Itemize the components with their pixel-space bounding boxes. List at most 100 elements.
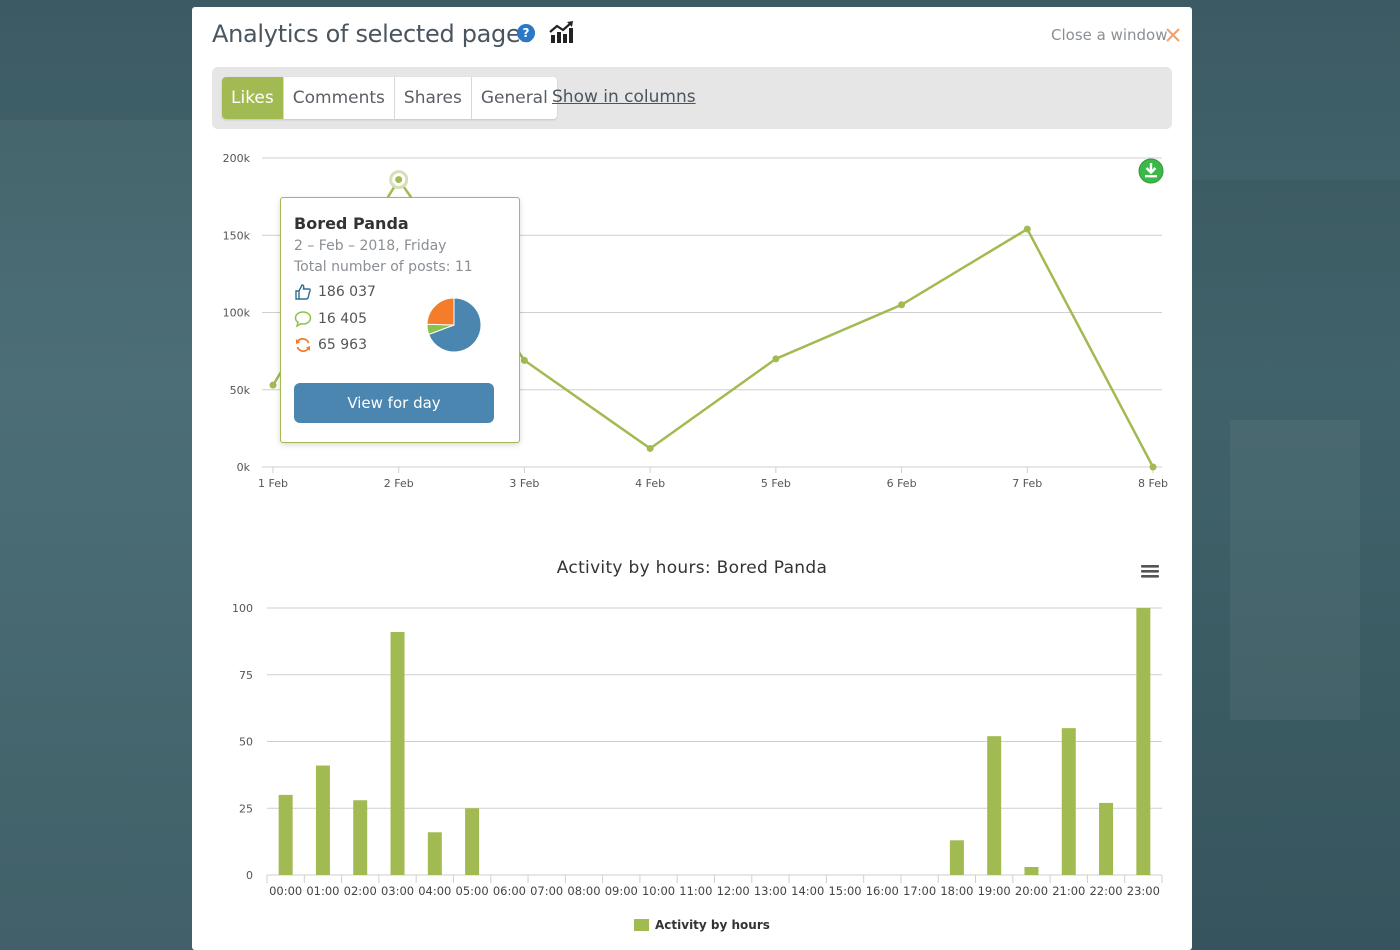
x-tick-label: 12:00	[717, 884, 750, 898]
x-tick-label: 15:00	[828, 884, 861, 898]
y-tick-label: 50k	[230, 384, 251, 397]
data-point	[1149, 463, 1157, 471]
x-tick-label: 16:00	[866, 884, 899, 898]
metric-tabs: Likes Comments Shares General	[222, 77, 557, 119]
x-tick-label: 17:00	[903, 884, 936, 898]
x-tick-label: 3 Feb	[509, 477, 539, 490]
activity-bar	[465, 808, 480, 875]
modal-title: Analytics of selected pages	[212, 20, 533, 48]
x-tick-label: 04:00	[418, 884, 451, 898]
hamburger-menu-icon[interactable]	[1140, 563, 1160, 579]
backdrop-panel	[1192, 180, 1400, 950]
x-tick-label: 20:00	[1015, 884, 1048, 898]
tooltip-comments-value: 16 405	[318, 311, 367, 327]
speech-bubble-icon	[294, 311, 312, 328]
backdrop-panel	[0, 120, 192, 950]
data-point	[1023, 225, 1031, 233]
x-tick-label: 5 Feb	[761, 477, 791, 490]
data-point	[646, 444, 654, 452]
x-tick-label: 14:00	[791, 884, 824, 898]
activity-bar	[278, 794, 293, 875]
x-tick-label: 06:00	[493, 884, 526, 898]
y-tick-label: 50	[239, 736, 253, 749]
day-tooltip: Bored Panda 2 – Feb – 2018, Friday Total…	[280, 197, 520, 443]
bar-chart-legend[interactable]: Activity by hours	[634, 918, 770, 932]
x-tick-label: 1 Feb	[258, 477, 288, 490]
activity-bar	[353, 800, 368, 875]
y-tick-label: 0k	[237, 461, 251, 474]
tab-shares[interactable]: Shares	[395, 77, 472, 119]
data-point	[772, 355, 780, 363]
x-tick-label: 6 Feb	[887, 477, 917, 490]
tooltip-date: 2 – Feb – 2018, Friday	[294, 238, 447, 254]
x-tick-label: 00:00	[269, 884, 302, 898]
tooltip-shares-value: 65 963	[318, 337, 367, 353]
tooltip-pie-chart	[426, 297, 482, 353]
x-tick-label: 03:00	[381, 884, 414, 898]
download-icon[interactable]	[1138, 158, 1164, 184]
x-tick-label: 18:00	[940, 884, 973, 898]
trend-chart-icon[interactable]	[549, 20, 575, 44]
activity-bar	[1099, 802, 1114, 875]
y-tick-label: 100	[232, 602, 253, 615]
x-tick-label: 07:00	[530, 884, 563, 898]
x-tick-label: 4 Feb	[635, 477, 665, 490]
activity-bar	[315, 765, 330, 875]
x-tick-label: 13:00	[754, 884, 787, 898]
activity-bar	[1136, 608, 1151, 875]
activity-bar-chart: 0 25 50 75 100 00:00 01:00 02:00 03:00 04:00 05:00…	[232, 602, 1163, 898]
y-tick-label: 150k	[223, 229, 251, 242]
data-point	[269, 381, 277, 389]
x-tick-label: 11:00	[679, 884, 712, 898]
y-tick-label: 100k	[223, 307, 251, 320]
x-tick-label: 02:00	[344, 884, 377, 898]
y-tick-label: 25	[239, 802, 253, 815]
tab-likes[interactable]: Likes	[222, 77, 284, 119]
data-point	[520, 356, 528, 364]
pie-slice	[426, 297, 455, 326]
x-tick-label: 22:00	[1089, 884, 1122, 898]
x-tick-label: 8 Feb	[1138, 477, 1168, 490]
close-x-icon[interactable]	[1165, 27, 1181, 43]
tab-comments[interactable]: Comments	[284, 77, 395, 119]
tooltip-page-name: Bored Panda	[294, 214, 409, 233]
tooltip-comments-row: 16 405	[294, 310, 367, 328]
x-tick-label: 19:00	[978, 884, 1011, 898]
x-tick-label: 7 Feb	[1012, 477, 1042, 490]
legend-swatch	[634, 919, 649, 931]
bar-chart-title: Activity by hours: Bored Panda	[556, 558, 828, 578]
x-tick-label: 23:00	[1127, 884, 1160, 898]
question-circle-icon[interactable]: ?	[517, 24, 535, 42]
analytics-modal: Analytics of selected pages ? Close a wi…	[192, 7, 1192, 950]
activity-bar	[390, 632, 405, 875]
activity-bar	[1061, 728, 1076, 875]
x-tick-label: 10:00	[642, 884, 675, 898]
y-tick-label: 0	[246, 869, 253, 882]
x-tick-label: 21:00	[1052, 884, 1085, 898]
view-for-day-button[interactable]: View for day	[294, 383, 494, 423]
pie-slice	[428, 297, 482, 353]
activity-bar	[987, 736, 1002, 875]
thumbs-up-icon	[295, 284, 311, 300]
y-tick-label: 75	[239, 669, 253, 682]
legend-label: Activity by hours	[655, 918, 770, 932]
x-tick-label: 08:00	[567, 884, 600, 898]
metric-toolbar: Likes Comments Shares General Show in co…	[212, 67, 1172, 129]
close-window-link[interactable]: Close a window	[1051, 26, 1168, 44]
x-tick-label: 09:00	[605, 884, 638, 898]
activity-bar	[1024, 866, 1039, 875]
tab-general[interactable]: General	[480, 88, 548, 108]
refresh-arrows-icon	[296, 337, 310, 353]
activity-bar	[427, 832, 442, 875]
x-tick-label: 01:00	[306, 884, 339, 898]
backdrop-panel	[1230, 420, 1360, 720]
activity-bar	[949, 840, 964, 875]
tooltip-shares-row: 65 963	[294, 336, 367, 354]
data-point	[395, 176, 403, 184]
tooltip-likes-value: 186 037	[318, 284, 376, 300]
show-in-columns-link[interactable]: Show in columns	[552, 87, 696, 107]
data-point	[898, 301, 906, 309]
y-tick-label: 200k	[223, 152, 251, 165]
x-tick-label: 05:00	[456, 884, 489, 898]
tooltip-likes-row: 186 037	[294, 283, 376, 301]
